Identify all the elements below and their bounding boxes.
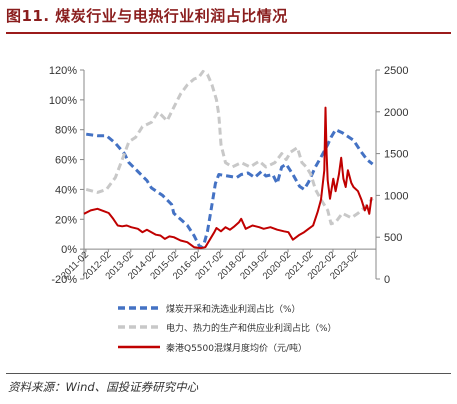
left-tick-label: 40%	[55, 184, 77, 196]
left-tick-label: 80%	[55, 125, 77, 137]
right-tick-label: 2500	[384, 65, 408, 77]
title-rule	[6, 32, 451, 34]
legend-label-1: 电力、热力的生产和供应业利润占比（%）	[166, 322, 337, 334]
right-tick-label: 1000	[384, 190, 408, 202]
series-line-0	[86, 128, 374, 250]
left-tick-label: 120%	[49, 65, 77, 77]
legend-label-0: 煤炭开采和洗选业利润占比（%）	[166, 303, 301, 315]
left-tick-label: 0%	[61, 244, 77, 256]
chart-title: 图11. 煤炭行业与电热行业利润占比情况	[6, 7, 288, 25]
series-line-1	[85, 70, 374, 226]
right-tick-label: 1500	[384, 149, 408, 161]
left-tick-label: 60%	[55, 155, 77, 167]
left-tick-label: 100%	[49, 95, 77, 107]
source-rule	[6, 373, 451, 374]
left-tick-label: -20%	[51, 274, 77, 286]
right-tick-label: 0	[384, 274, 390, 286]
left-tick-label: 20%	[55, 214, 77, 226]
chart-canvas: -20% 0% 20% 40% 60% 80% 100% 120% 0 500 1000 1500 20…	[49, 65, 409, 354]
right-tick-label: 500	[384, 232, 402, 244]
series-line-2	[83, 106, 373, 250]
right-tick-label: 2000	[384, 107, 408, 119]
legend-label-2: 秦港Q5500混煤月度均价（元/吨）	[166, 342, 307, 354]
source-note: 资料来源：Wind、国投证券研究中心	[8, 380, 199, 394]
